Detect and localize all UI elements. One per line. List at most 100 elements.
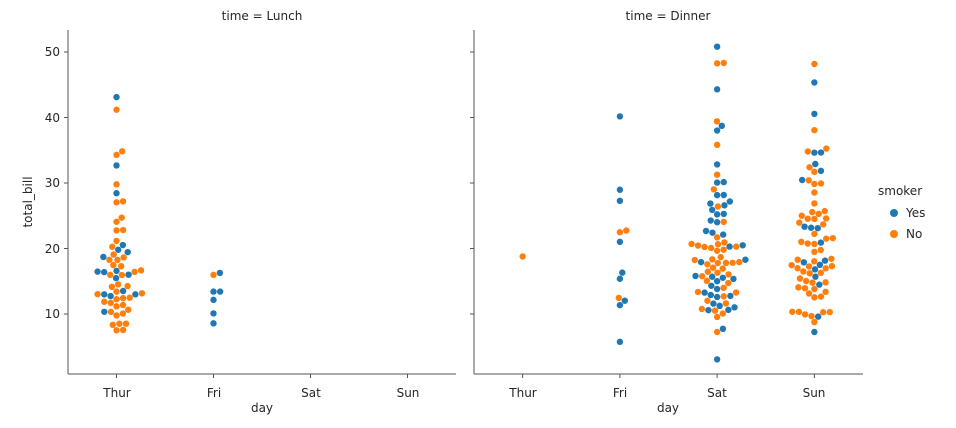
data-point [823,235,830,242]
data-point [100,253,107,261]
data-point [615,294,622,302]
data-point [126,294,133,301]
data-point [800,259,808,266]
y-tick-label-10: 10 [44,307,60,321]
data-point [802,277,810,285]
data-point [107,299,115,307]
data-point [710,186,718,193]
data-point [817,293,825,300]
data-point [113,227,120,234]
data-point [110,251,117,258]
data-point [132,291,139,298]
x-tick-label-sat: Sat [707,386,727,400]
data-point [719,274,727,281]
data-point [519,253,526,260]
data-point [707,291,714,299]
data-point [811,149,818,156]
data-point [709,256,716,263]
data-point [210,296,217,304]
data-point [719,310,727,317]
data-point [709,229,716,236]
data-point [829,234,837,242]
data-point [796,219,803,226]
data-point [713,211,721,218]
data-point [124,248,131,256]
data-point [692,272,699,280]
data-point [713,43,721,50]
data-point [109,321,117,329]
y-tick-label-50: 50 [44,45,60,59]
data-point [119,294,127,302]
data-point [805,290,813,297]
data-point [801,311,809,318]
data-point [113,267,120,275]
legend-swatch-yes [890,209,898,217]
data-point [118,263,125,270]
data-point [732,289,740,296]
data-point [119,326,127,334]
x-tick-label-thur: Thur [509,386,537,400]
data-point [713,141,721,149]
data-point [816,261,824,269]
data-point [616,238,624,246]
data-point [122,320,130,327]
data-point [788,261,795,269]
data-point [119,287,127,295]
data-point [623,227,630,234]
data-point [116,320,123,327]
data-point [616,275,624,282]
data-point [720,210,727,218]
data-point [713,191,721,199]
x-tick-label-sat: Sat [301,386,321,400]
data-point [709,273,716,280]
data-point [94,268,101,275]
data-point [710,300,717,307]
x-tick-label-fri: Fri [612,386,628,400]
data-point [119,198,127,205]
data-point [216,269,224,277]
data-point [812,273,819,280]
data-point [711,307,719,314]
data-point [714,241,722,248]
data-point [107,308,115,316]
data-point [828,262,836,270]
data-point [811,258,818,265]
data-point [619,269,626,276]
y-tick-label-40: 40 [44,111,60,125]
data-point [210,320,217,327]
data-point [714,259,722,267]
data-point [811,294,818,301]
data-point [811,328,818,336]
data-point [798,238,805,246]
data-point [806,270,813,277]
data-point [725,279,732,287]
data-point [742,256,749,263]
data-point [704,297,711,304]
data-point [707,217,714,224]
data-point [819,309,827,316]
data-point [702,227,710,235]
data-point [811,79,818,86]
data-point [113,296,120,303]
data-point [721,202,728,209]
data-point [101,268,108,276]
x-axis-label-right: day [656,401,680,415]
data-point [726,243,733,250]
data-point [113,288,120,295]
data-point [817,180,825,187]
data-point [688,240,695,248]
data-point [701,243,708,251]
data-point [817,149,825,156]
data-point [720,293,727,300]
data-point [820,221,827,228]
data-point [811,126,818,134]
data-point [730,275,737,283]
data-point [115,246,122,253]
data-point [719,231,727,238]
data-point [691,256,698,264]
data-point [811,318,818,326]
data-point [101,291,108,298]
data-point [736,258,743,266]
data-point [113,199,120,206]
data-point [811,180,818,188]
